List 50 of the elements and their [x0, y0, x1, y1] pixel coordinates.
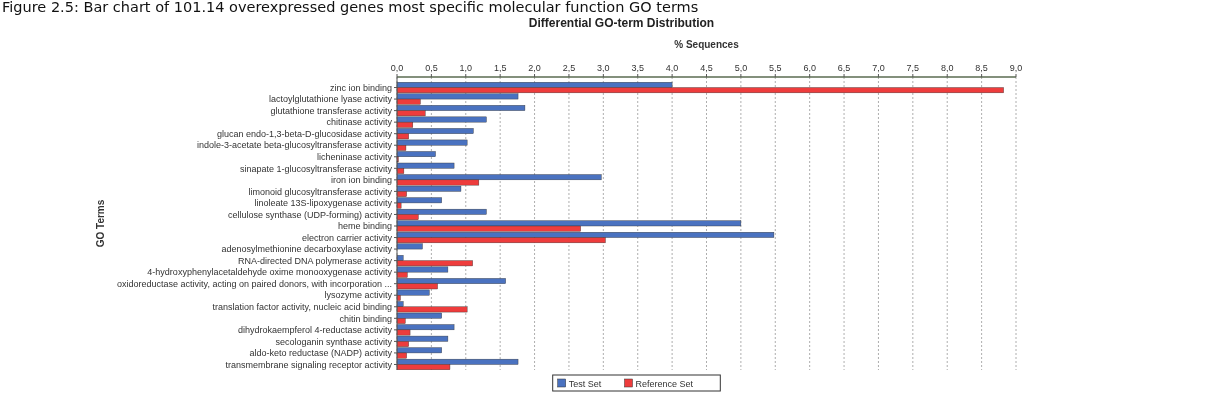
x-tick-label: 2,0	[528, 63, 541, 73]
y-tick-label: lysozyme activity	[324, 290, 393, 301]
caption: Figure 2.5: Bar chart of 101.14 overexpressed genes most specific molecular function GO terms	[2, 0, 699, 15]
y-tick-label: indole-3-acetate beta-glucosyltransferase activity	[196, 140, 393, 151]
legend-label: Reference Set	[635, 378, 694, 389]
y-tick-label: sinapate 1-glucosyltransferase activity	[239, 163, 393, 174]
x-tick-label: 8,5	[975, 63, 988, 73]
x-tick-label: 5,5	[769, 63, 782, 73]
y-tick-label: chitin binding	[339, 313, 392, 324]
x-tick-label: 7,0	[872, 63, 885, 73]
x-tick-label: 3,0	[597, 63, 610, 73]
y-tick-label: limonoid glucosyltransferase activity	[248, 186, 393, 197]
x-tick-label: 7,5	[906, 63, 920, 73]
y-tick-label: adenosylmethionine decarboxylase activity	[221, 244, 393, 255]
x-axis-title: % Sequences	[674, 39, 740, 50]
x-tick-label: 1,0	[459, 63, 473, 73]
y-tick-label: translation factor activity, nucleic acid binding	[212, 301, 392, 312]
x-tick-label: 2,5	[562, 63, 576, 73]
y-tick-label: chitinase activity	[326, 117, 393, 128]
y-tick-label: cellulose synthase (UDP-forming) activity	[227, 209, 393, 220]
y-tick-label: transmembrane signaling receptor activity	[225, 359, 393, 370]
y-tick-label: secologanin synthase activity	[275, 336, 393, 347]
x-tick-label: 4,5	[700, 63, 713, 73]
y-tick-label: glucan endo-1,3-beta-D-glucosidase activity	[216, 128, 393, 139]
y-tick-label: zinc ion binding	[329, 82, 392, 93]
y-tick-label: aldo-keto reductase (NADP) activity	[249, 348, 393, 359]
y-tick-label: 4-hydroxyphenylacetaldehyde oxime monooxygenase activity	[147, 267, 393, 278]
x-tick-label: 3,5	[631, 63, 644, 73]
y-tick-label: licheninase activity	[316, 151, 393, 162]
y-tick-label: linoleate 13S-lipoxygenase activity	[254, 198, 393, 209]
y-tick-label: glutathione transferase activity	[270, 105, 393, 116]
x-tick-label: 8,0	[940, 63, 954, 73]
y-tick-label: iron ion binding	[330, 175, 392, 186]
x-tick-label: 4,0	[665, 63, 679, 73]
y-tick-label: heme binding	[337, 221, 392, 232]
x-tick-label: 0,5	[425, 63, 438, 73]
x-tick-label: 5,0	[734, 63, 748, 73]
x-tick-label: 6,0	[803, 63, 816, 73]
y-tick-label: oxidoreductase activity, acting on paired donors, with incorporation ...	[117, 278, 392, 289]
y-tick-label: dihydrokaempferol 4-reductase activity	[237, 325, 393, 336]
chart-title: Differential GO-term Distribution	[528, 16, 715, 30]
y-tick-label: electron carrier activity	[301, 232, 393, 243]
y-tick-label: lactoylglutathione lyase activity	[268, 94, 393, 105]
x-tick-label: 9,0	[1009, 63, 1023, 73]
x-tick-label: 0,0	[390, 63, 404, 73]
y-tick-label: RNA-directed DNA polymerase activity	[237, 255, 393, 266]
x-tick-label: 1,5	[493, 63, 507, 73]
x-tick-label: 6,5	[837, 63, 851, 73]
y-axis-title: GO Terms	[95, 199, 106, 248]
legend-label: Test Set	[568, 378, 602, 389]
